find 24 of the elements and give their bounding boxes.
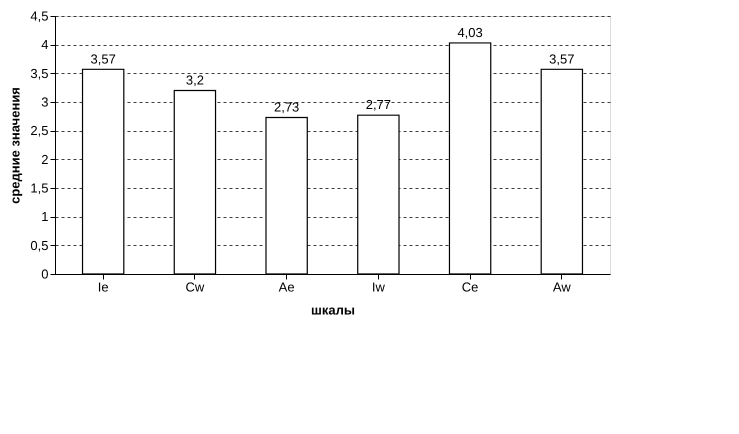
y-tick-label: 3,5 bbox=[30, 66, 48, 81]
data-label: 3,57 bbox=[549, 51, 574, 66]
x-tick-label: Cw bbox=[186, 280, 205, 294]
data-label: 4,03 bbox=[457, 24, 483, 40]
y-tick-label: 4 bbox=[41, 37, 48, 52]
y-tick-label: 0,5 bbox=[30, 238, 48, 253]
y-tick-label: 3 bbox=[41, 94, 48, 110]
x-tick-label: Ce bbox=[462, 280, 478, 294]
y-axis-title: средние значения bbox=[7, 87, 22, 204]
y-tick-label: 0 bbox=[41, 266, 48, 282]
x-tick-label: Ie bbox=[98, 280, 109, 294]
x-axis-title: шкалы bbox=[311, 302, 355, 318]
y-tick-label: 2 bbox=[41, 152, 48, 167]
y-tick-label: 1,5 bbox=[30, 180, 48, 196]
x-tick-label: Aw bbox=[552, 280, 572, 294]
data-label: 3,2 bbox=[186, 72, 204, 88]
data-label: 2,77 bbox=[366, 97, 392, 112]
y-tick-label: 2,5 bbox=[30, 123, 48, 138]
data-label: 3,57 bbox=[90, 51, 116, 66]
x-tick-label: Ae bbox=[278, 280, 295, 294]
x-tick-label: Iw bbox=[372, 280, 386, 294]
y-tick-label: 4,5 bbox=[30, 8, 48, 24]
y-tick-label: 1 bbox=[41, 209, 48, 224]
data-label: 2,73 bbox=[274, 99, 300, 114]
